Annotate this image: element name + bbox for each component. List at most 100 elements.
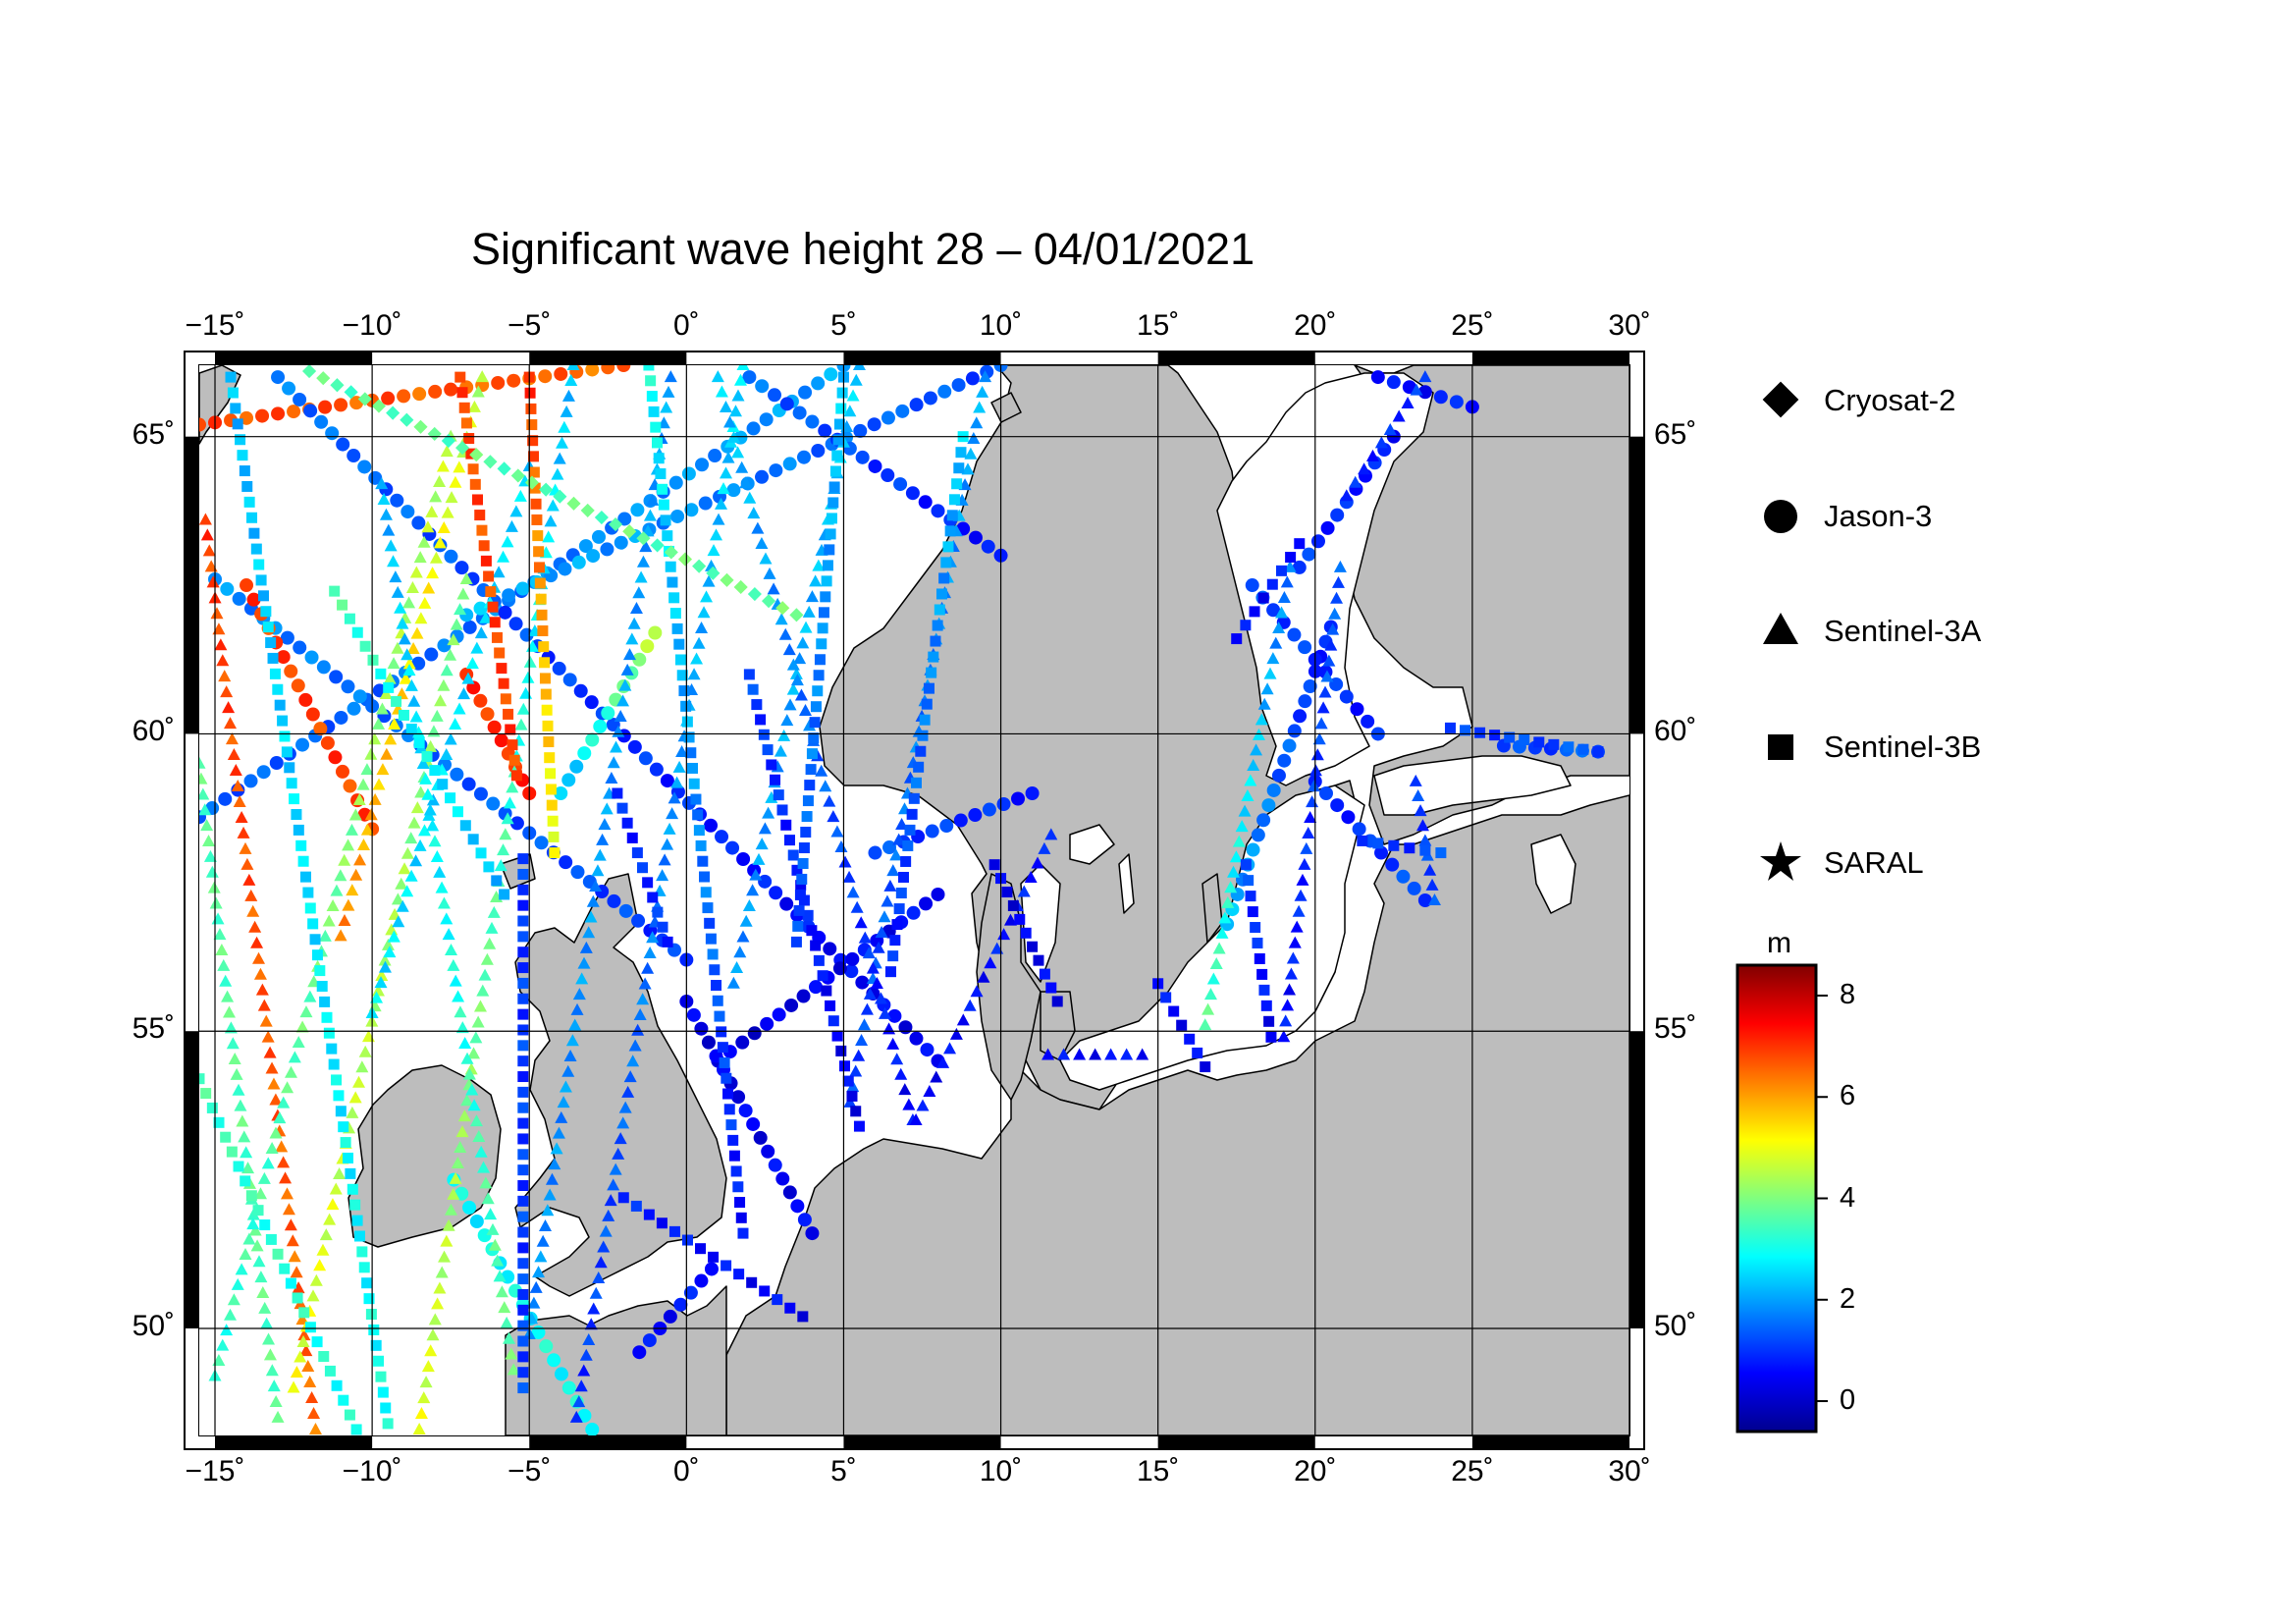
track-point-triangle [1392, 409, 1406, 422]
track-point-triangle [232, 1083, 245, 1096]
track-point-triangle [421, 520, 435, 533]
track-point-triangle [589, 1286, 603, 1299]
track-point-square [1051, 996, 1063, 1007]
track-point-triangle [723, 415, 737, 428]
track-point-square [836, 387, 848, 399]
track-point-circle [640, 639, 655, 654]
lofoten-islands [990, 392, 1022, 423]
track-point-square [806, 925, 818, 937]
track-point-triangle [560, 405, 573, 417]
track-point-square [474, 510, 486, 521]
track-point-square [235, 434, 246, 446]
track-point-square [1027, 941, 1039, 952]
track-point-circle [1277, 753, 1292, 768]
track-point-square [547, 815, 559, 827]
track-point-triangle [206, 575, 220, 588]
track-point-square [253, 559, 265, 570]
track-point-triangle [1320, 670, 1334, 682]
track-point-triangle [1286, 951, 1300, 964]
track-point-triangle [387, 555, 400, 568]
track-point-triangle [215, 944, 229, 956]
track-point-triangle [406, 642, 420, 655]
track-point-triangle [1312, 732, 1326, 745]
track-point-triangle [597, 1240, 611, 1253]
track-point-triangle [497, 843, 510, 856]
track-point-triangle [495, 1285, 508, 1298]
track-point-square [1045, 982, 1057, 994]
track-point-square [517, 1086, 529, 1098]
track-point-triangle [263, 1348, 277, 1361]
track-point-circle [746, 421, 761, 436]
track-point-circle [1407, 881, 1421, 895]
track-point-circle [1350, 702, 1364, 717]
track-point-circle [571, 555, 586, 569]
track-point-square [902, 839, 914, 851]
track-point-circle [753, 1130, 768, 1145]
track-point-square [206, 1102, 218, 1113]
track-point-circle [320, 735, 335, 750]
track-point-triangle [261, 1030, 275, 1043]
track-point-square [921, 698, 933, 710]
track-point-triangle [445, 491, 458, 504]
track-point-circle [558, 562, 572, 576]
track-point-circle [790, 1199, 805, 1214]
track-point-triangle [1322, 654, 1336, 667]
track-point-square [1592, 746, 1604, 758]
track-point-circle [939, 819, 954, 834]
track-point-square [517, 1195, 529, 1207]
track-point-triangle [622, 648, 636, 661]
track-point-triangle [400, 648, 414, 661]
track-point-circle [303, 404, 318, 418]
track-point-triangle [735, 460, 749, 473]
track-point-triangle [316, 1243, 330, 1256]
track-point-triangle [355, 1060, 369, 1073]
track-point-circle [853, 423, 868, 438]
track-point-circle [694, 1021, 709, 1036]
track-point-triangle [433, 865, 447, 878]
track-point-square [665, 561, 676, 572]
track-point-square [755, 714, 767, 726]
track-point-triangle [559, 1080, 572, 1093]
track-point-square [1435, 847, 1447, 859]
track-point-square [337, 599, 348, 611]
track-point-square [923, 682, 934, 694]
track-point-triangle [731, 446, 745, 459]
track-point-triangle [375, 477, 389, 490]
track-point-diamond [330, 378, 345, 393]
track-point-triangle [473, 1000, 487, 1012]
track-point-square [676, 670, 688, 681]
track-point-triangle [342, 839, 355, 851]
track-point-circle [578, 539, 593, 554]
track-point-circle [1330, 508, 1345, 522]
track-point-triangle [220, 685, 234, 698]
lon-tick-label: −10˚ [342, 309, 402, 342]
frame-segment [843, 352, 1001, 365]
track-point-triangle [418, 596, 432, 609]
track-point-square [1444, 722, 1456, 733]
track-point-circle [466, 680, 481, 695]
track-point-triangle [402, 657, 416, 670]
colorbar-tick-label: 4 [1840, 1181, 1856, 1214]
track-point-square [531, 514, 543, 525]
track-point-circle [937, 384, 952, 399]
track-point-triangle [396, 617, 409, 629]
track-point-triangle [752, 852, 766, 865]
track-point-triangle [1292, 904, 1306, 917]
track-point-square [333, 1090, 345, 1102]
track-point-triangle [391, 641, 404, 654]
track-point-triangle [240, 1146, 253, 1159]
frame-segment [1471, 1435, 1629, 1449]
track-point-circle [397, 389, 411, 404]
track-point-square [525, 403, 537, 414]
track-point-square [1474, 727, 1486, 738]
track-point-triangle [870, 977, 883, 990]
track-point-square [1563, 741, 1575, 753]
track-point-triangle [557, 1096, 570, 1109]
track-point-square [391, 695, 402, 707]
track-point-circle [325, 426, 340, 441]
track-point-square [759, 1285, 771, 1297]
track-point-square [323, 1027, 335, 1039]
track-point-square [503, 708, 514, 720]
track-point-triangle [566, 365, 580, 370]
